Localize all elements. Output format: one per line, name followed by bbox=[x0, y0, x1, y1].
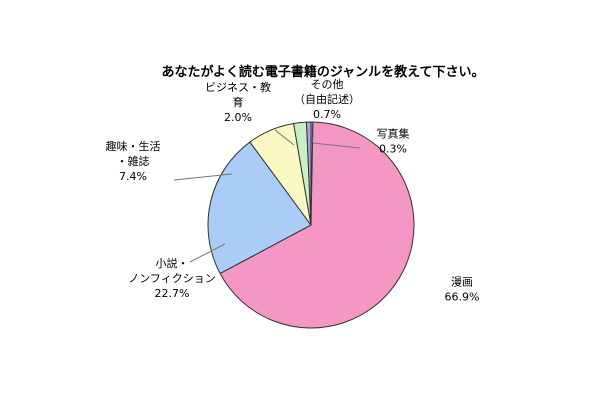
slice-label-manga: 漫画 bbox=[451, 275, 473, 289]
slice-value-business: 2.0% bbox=[224, 111, 252, 124]
slice-label-business: ビジネス・教 bbox=[205, 81, 271, 94]
slice-label-hobby: ・雑誌 bbox=[117, 154, 150, 168]
chart-title: あなたがよく読む電子書籍のジャンルを教えて下さい。 bbox=[161, 64, 484, 80]
slice-value-photo: 0.3% bbox=[379, 143, 407, 156]
slice-value-hobby: 7.4% bbox=[119, 170, 147, 183]
leader-line-hobby bbox=[173, 173, 233, 181]
leader-line-business bbox=[274, 129, 295, 146]
leader-lines bbox=[173, 129, 361, 263]
slice-label-photo: 写真集 bbox=[377, 127, 410, 141]
slice-label-hobby: 趣味・生活 bbox=[106, 139, 161, 153]
pie-slices bbox=[207, 121, 415, 329]
leader-line-photo bbox=[312, 142, 361, 149]
slice-label-novel: 小説・ bbox=[156, 256, 189, 270]
slice-labels: 漫画 66.9% 小説・ノンフィクション 22.7% 趣味・生活・雑誌 7.4% ビジネス・… bbox=[106, 78, 480, 304]
slice-label-other: （自由記述） bbox=[294, 92, 360, 106]
slice-label-novel: ノンフィクション bbox=[128, 272, 215, 285]
leader-line-novel bbox=[189, 243, 226, 263]
slice-label-other: その他 bbox=[311, 78, 344, 91]
slice-value-novel: 22.7% bbox=[155, 287, 190, 300]
pie-slice-manga bbox=[219, 121, 415, 329]
pie-slice-novel bbox=[207, 141, 312, 275]
pie-slice-other bbox=[305, 121, 312, 226]
slice-value-other: 0.7% bbox=[313, 108, 341, 121]
slice-label-business: 育 bbox=[233, 95, 244, 109]
slice-value-manga: 66.9% bbox=[445, 291, 480, 304]
